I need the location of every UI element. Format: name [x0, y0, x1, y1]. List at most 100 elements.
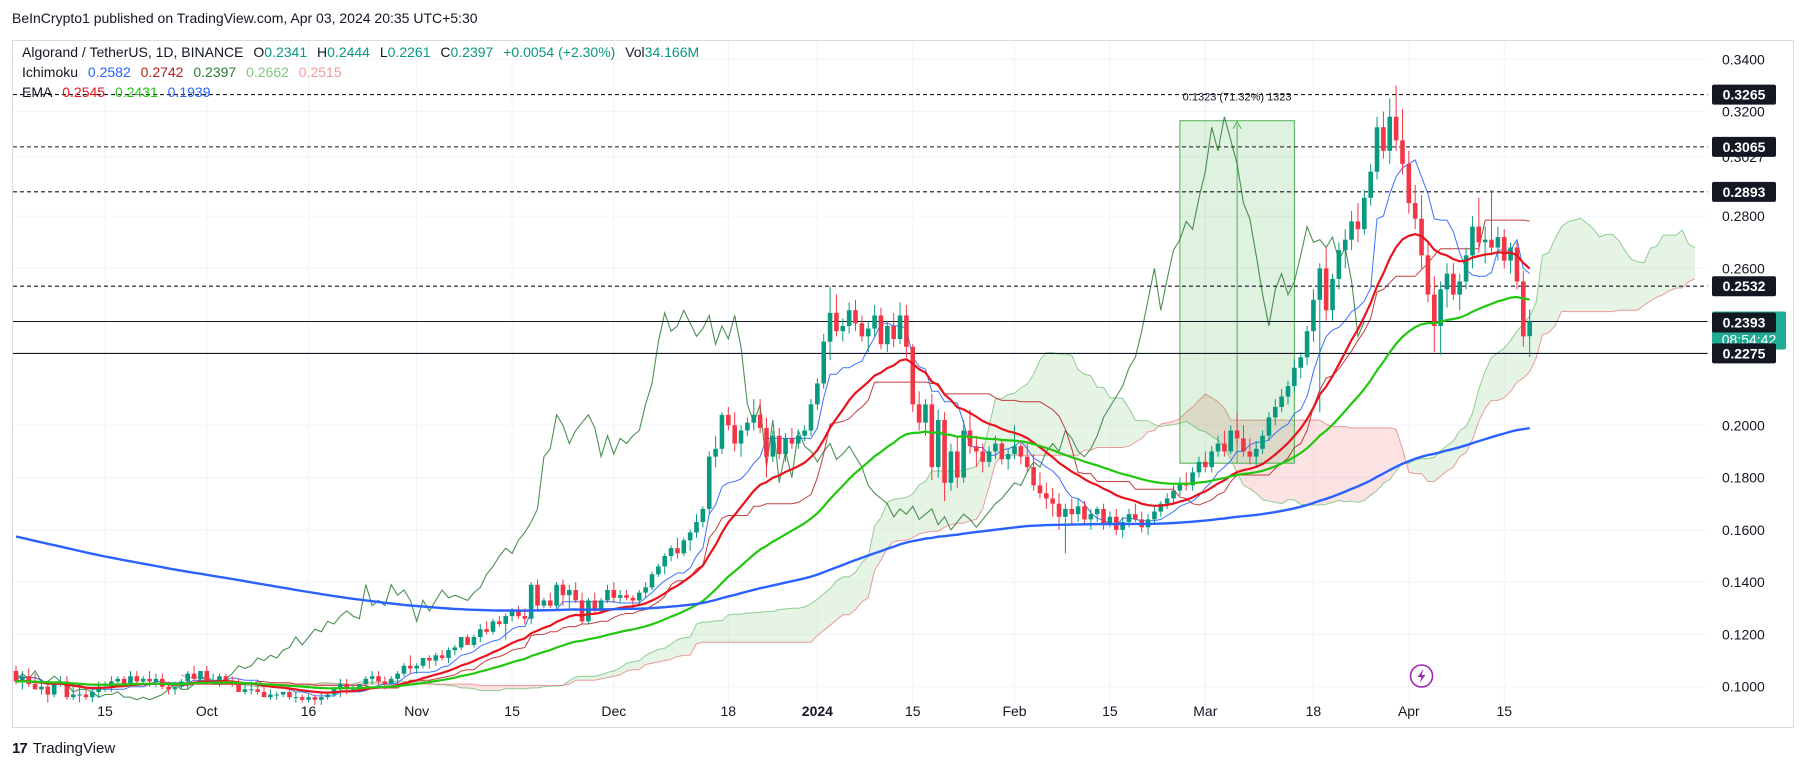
ichimoku-cloud-segment: [766, 611, 773, 643]
candle-body: [1024, 456, 1030, 468]
candle-body: [662, 555, 668, 567]
ichimoku-cloud-segment: [950, 471, 958, 525]
candle-body: [287, 691, 292, 698]
ichimoku-cloud-segment: [861, 556, 869, 602]
candle-body: [299, 697, 305, 700]
candle-body: [1298, 357, 1304, 368]
candle-body: [878, 315, 884, 345]
footer-brand[interactable]: 17 TradingView: [12, 740, 115, 757]
candle-body: [1241, 438, 1246, 452]
y-tick-label: 0.1000: [1722, 679, 1765, 695]
ichimoku-cloud-segment: [747, 612, 754, 643]
chart-frame: [12, 40, 1794, 728]
candle-body: [636, 592, 642, 601]
candle-body: [433, 655, 439, 661]
tradingview-logo: 17: [12, 740, 28, 757]
candle-body: [1101, 508, 1106, 525]
candle-body: [32, 684, 38, 690]
candle-body: [121, 678, 127, 685]
y-tick-label: 0.1400: [1722, 574, 1765, 590]
candle-body: [1476, 226, 1482, 243]
candle-body: [490, 621, 496, 632]
ichimoku-cloud-segment: [1014, 388, 1021, 456]
measure-arrowhead: [1232, 120, 1242, 129]
candle-body: [967, 430, 973, 447]
candle-body: [1463, 255, 1469, 282]
ichimoku-cloud-segment: [880, 502, 888, 560]
ichimoku-cloud-segment: [836, 576, 843, 621]
legend-ema-row[interactable]: EMA 0.2545 0.2431 0.1939: [22, 84, 217, 100]
candle-body: [904, 315, 909, 347]
candle-body: [999, 443, 1005, 460]
ichimoku-cloud-segment: [1357, 427, 1365, 503]
candle-body: [923, 404, 928, 423]
x-tick-label: 15: [1102, 703, 1118, 719]
ichimoku-cloud-segment: [1218, 401, 1225, 447]
publish-header: BeInCrypto1 published on TradingView.com…: [12, 10, 478, 26]
x-tick-label: 15: [97, 703, 113, 719]
candle-body: [83, 694, 89, 698]
candle-body: [344, 684, 350, 690]
ichimoku-cloud-segment: [588, 676, 595, 681]
ichimoku-cloud-segment: [1148, 420, 1155, 432]
ichimoku-cloud-segment: [741, 612, 748, 643]
price-level-badge: [1712, 84, 1776, 105]
price-level-label: 0.2532: [1723, 278, 1766, 294]
candle-body: [834, 312, 839, 332]
price-level-label: 0.2393: [1723, 315, 1766, 331]
candle-body: [1044, 493, 1049, 499]
candle-body: [757, 414, 763, 428]
candle-body: [649, 574, 655, 588]
candle-body: [528, 584, 534, 619]
candle-body: [1521, 281, 1526, 337]
candle-body: [1069, 508, 1075, 515]
ichimoku-cloud-segment: [1529, 303, 1537, 372]
candle-body: [846, 310, 852, 326]
candle-body: [516, 610, 521, 617]
ichimoku-cloud-segment: [728, 614, 735, 643]
x-tick-label: Oct: [196, 703, 218, 719]
candle-body: [1063, 508, 1068, 517]
candle-body: [1158, 503, 1164, 512]
candle-body: [166, 686, 171, 690]
candle-body: [891, 325, 896, 340]
price-level-label: 0.3265: [1723, 87, 1766, 103]
candle-body: [153, 678, 159, 682]
ichimoku-cloud-segment: [1593, 228, 1600, 312]
ichimoku-cloud-segment: [1268, 420, 1276, 503]
candle-body: [617, 595, 623, 598]
ichimoku-cloud-segment: [868, 525, 875, 598]
candle-body: [191, 673, 197, 679]
candle-body: [1514, 247, 1520, 282]
ichimoku-cloud-segment: [791, 608, 799, 643]
candle-body: [261, 691, 267, 698]
ichimoku-cloud-segment: [817, 593, 824, 636]
candle-body: [1209, 451, 1214, 468]
measure-label: 0.1323 (71.32%) 1323: [1183, 92, 1292, 104]
candle-body: [986, 451, 992, 462]
ichimoku-cloud-segment: [1192, 400, 1199, 430]
price-level-label: 0.2275: [1723, 345, 1766, 361]
ichimoku-cloud-segment: [893, 498, 901, 542]
ichimoku-cloud-segment: [620, 663, 627, 675]
ichimoku-cloud-segment: [715, 620, 722, 643]
candle-body: [1362, 197, 1367, 230]
candle-body: [751, 414, 757, 423]
ema-value: 0.1939: [167, 84, 211, 100]
legend-ichimoku-row[interactable]: Ichimoku 0.2582 0.2742 0.2397 0.2662 0.2…: [22, 64, 348, 80]
candle-body: [1253, 448, 1259, 457]
candle-body: [1260, 435, 1265, 449]
ichimoku-cloud-segment: [811, 599, 818, 643]
candle-body: [732, 425, 737, 444]
candle-body: [446, 650, 451, 658]
candle-body: [1120, 522, 1125, 530]
candle-body: [840, 325, 846, 332]
ichimoku-cloud-segment: [1383, 427, 1390, 484]
candle-body: [1444, 273, 1450, 290]
candle-body: [1431, 294, 1437, 326]
ichimoku-cloud-segment: [957, 470, 964, 524]
candle-body: [115, 678, 121, 682]
ichimoku-cloud-segment: [493, 685, 500, 691]
candle-body: [1489, 239, 1494, 248]
